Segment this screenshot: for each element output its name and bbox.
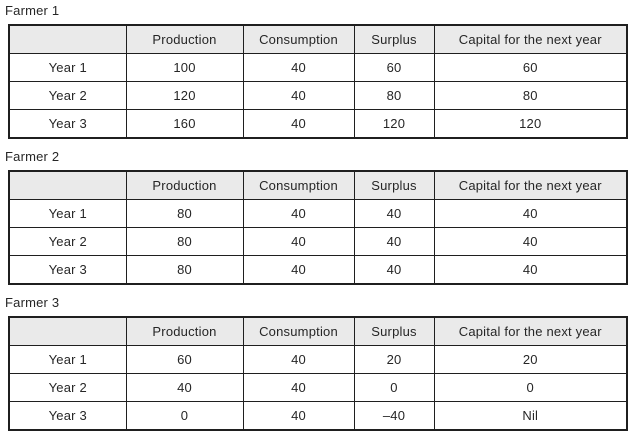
table-cell: 80 [125, 199, 244, 228]
table-row: Year 2 80 40 40 40 [8, 227, 628, 256]
table-cell: 80 [125, 255, 244, 285]
table-cell: 40 [242, 227, 355, 256]
column-header-surplus: Surplus [353, 170, 435, 200]
table-row: Year 3 160 40 120 120 [8, 109, 628, 139]
header-row: Production Consumption Surplus Capital for … [8, 24, 628, 54]
table-cell: 40 [242, 373, 355, 402]
table-cell: 20 [433, 345, 628, 374]
row-label: Year 3 [8, 255, 127, 285]
row-label: Year 1 [8, 53, 127, 82]
column-header-capital-for-the-next-year: Capital for the next year [433, 316, 628, 346]
column-header-surplus: Surplus [353, 316, 435, 346]
row-label: Year 2 [8, 81, 127, 110]
header-row: Production Consumption Surplus Capital for … [8, 170, 628, 200]
table-cell: 120 [125, 81, 244, 110]
table-cell: 60 [353, 53, 435, 82]
row-label: Year 1 [8, 345, 127, 374]
table-cell: 40 [242, 345, 355, 374]
table-cell: 0 [353, 373, 435, 402]
table-cell: 120 [353, 109, 435, 139]
table-cell: 40 [125, 373, 244, 402]
table-cell: 40 [242, 109, 355, 139]
table-cell: 40 [433, 227, 628, 256]
table-cell: 60 [433, 53, 628, 82]
table-cell: 40 [433, 199, 628, 228]
table-row: Year 2 120 40 80 80 [8, 81, 628, 110]
row-label: Year 3 [8, 109, 127, 139]
table-cell: 80 [433, 81, 628, 110]
farmer-label-2: Farmer 2 [5, 149, 60, 164]
table-cell: 20 [353, 345, 435, 374]
row-label: Year 3 [8, 401, 127, 431]
table-cell: 40 [353, 227, 435, 256]
table-row: Year 1 60 40 20 20 [8, 345, 628, 374]
column-header-production: Production [125, 316, 244, 346]
column-header-production: Production [125, 24, 244, 54]
table-cell: 40 [433, 255, 628, 285]
table-cell: 40 [242, 81, 355, 110]
table-row: Year 1 80 40 40 40 [8, 199, 628, 228]
row-label: Year 2 [8, 373, 127, 402]
corner-cell [8, 316, 127, 346]
column-header-capital-for-the-next-year: Capital for the next year [433, 170, 628, 200]
farmer-table-1: Production Consumption Surplus Capital for … [8, 24, 628, 139]
table-cell: 0 [433, 373, 628, 402]
farmer-table-3: Production Consumption Surplus Capital for … [8, 316, 628, 431]
table-row: Year 3 80 40 40 40 [8, 255, 628, 285]
column-header-consumption: Consumption [242, 24, 355, 54]
column-header-capital-for-the-next-year: Capital for the next year [433, 24, 628, 54]
table-row: Year 1 100 40 60 60 [8, 53, 628, 82]
table-cell: 0 [125, 401, 244, 431]
table-cell: 100 [125, 53, 244, 82]
farmer-table-2: Production Consumption Surplus Capital for … [8, 170, 628, 285]
farmer-section: Farmer 1 Production Consumption Surplus Cap… [5, 3, 629, 139]
table-cell: 40 [353, 199, 435, 228]
corner-cell [8, 170, 127, 200]
table-cell: 80 [353, 81, 435, 110]
table-cell: 40 [242, 401, 355, 431]
row-label: Year 2 [8, 227, 127, 256]
table-cell: 160 [125, 109, 244, 139]
table-cell: 40 [353, 255, 435, 285]
table-row: Year 3 0 40 –40 Nil [8, 401, 628, 431]
farmer-label-3: Farmer 3 [5, 295, 60, 310]
table-cell: 120 [433, 109, 628, 139]
farmer-section: Farmer 2 Production Consumption Surplus Cap… [5, 149, 629, 285]
row-label: Year 1 [8, 199, 127, 228]
table-cell: 40 [242, 255, 355, 285]
column-header-consumption: Consumption [242, 316, 355, 346]
table-row: Year 2 40 40 0 0 [8, 373, 628, 402]
column-header-production: Production [125, 170, 244, 200]
table-cell: –40 [353, 401, 435, 431]
farmers-tables-document: Farmer 1 Production Consumption Surplus Cap… [5, 3, 629, 431]
farmer-label-1: Farmer 1 [5, 3, 60, 18]
farmer-section: Farmer 3 Production Consumption Surplus Cap… [5, 295, 629, 431]
column-header-consumption: Consumption [242, 170, 355, 200]
column-header-surplus: Surplus [353, 24, 435, 54]
table-cell: 40 [242, 199, 355, 228]
table-cell: 40 [242, 53, 355, 82]
table-cell: 80 [125, 227, 244, 256]
header-row: Production Consumption Surplus Capital for … [8, 316, 628, 346]
corner-cell [8, 24, 127, 54]
table-cell: Nil [433, 401, 628, 431]
table-cell: 60 [125, 345, 244, 374]
